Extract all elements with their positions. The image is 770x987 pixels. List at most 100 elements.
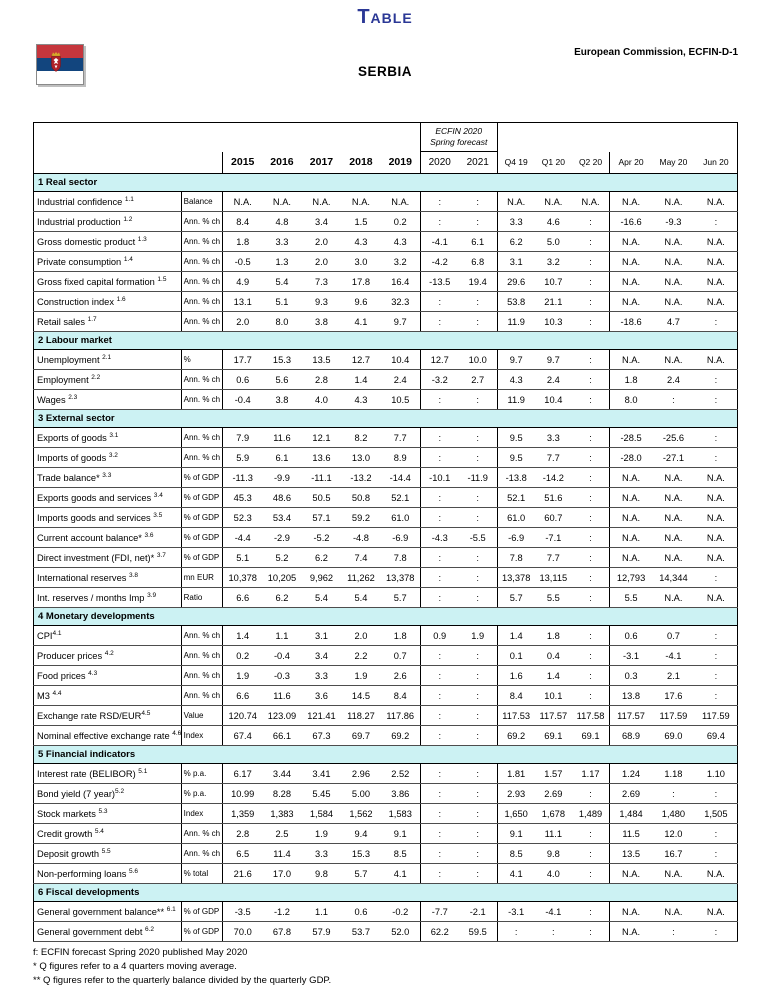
value-cell: 9.7 bbox=[496, 349, 535, 370]
table-row: Exports goods and services 3.4% of GDP 45… bbox=[33, 487, 738, 508]
value-cell: : bbox=[694, 567, 738, 588]
row-label: Credit growth 5.4 bbox=[33, 823, 182, 844]
value-cell: 12.7 bbox=[419, 349, 459, 370]
value-cell: : bbox=[572, 427, 610, 448]
value-cell: 2.1 bbox=[652, 665, 695, 686]
value-cell: 10.1 bbox=[534, 685, 573, 706]
value-cell: -13.5 bbox=[419, 271, 459, 292]
value-cell: 0.2 bbox=[222, 645, 263, 666]
value-cell: -4.3 bbox=[419, 527, 459, 548]
value-cell: : bbox=[419, 587, 459, 608]
value-cell: : bbox=[694, 665, 738, 686]
value-cell: -0.4 bbox=[262, 645, 302, 666]
row-label: Current account balance* 3.6 bbox=[33, 527, 182, 548]
footnote-ref: 5.4 bbox=[94, 827, 104, 835]
value-cell: 45.3 bbox=[222, 487, 263, 508]
value-cell: 53.4 bbox=[262, 507, 302, 528]
value-cell: 8.4 bbox=[496, 685, 535, 706]
footnote-ref: 1.7 bbox=[87, 315, 97, 323]
value-cell: -4.1 bbox=[534, 901, 573, 922]
coat-of-arms-icon bbox=[51, 52, 61, 72]
row-unit: Ann. % ch bbox=[181, 291, 224, 312]
value-cell: : bbox=[458, 587, 498, 608]
value-cell: N.A. bbox=[652, 349, 695, 370]
value-cell: : bbox=[694, 389, 738, 410]
value-cell: 1,562 bbox=[341, 803, 381, 824]
table-row: Bond yield (7 year)5.2% p.a. 10.99 8.28 5.4… bbox=[33, 783, 738, 804]
value-cell: 19.4 bbox=[458, 271, 498, 292]
value-cell: : bbox=[458, 763, 498, 784]
value-cell: 13.5 bbox=[301, 349, 342, 370]
table-row: Imports goods and services 3.5% of GDP 52… bbox=[33, 507, 738, 528]
value-cell: N.A. bbox=[694, 527, 738, 548]
value-cell: 3.3 bbox=[301, 843, 342, 864]
value-cell: 13.5 bbox=[608, 843, 653, 864]
value-cell: 50.8 bbox=[341, 487, 381, 508]
col-forecast-year: 2020 bbox=[419, 151, 459, 174]
value-cell: : bbox=[458, 427, 498, 448]
value-cell: N.A. bbox=[608, 271, 653, 292]
value-cell: 11,262 bbox=[341, 567, 381, 588]
value-cell: : bbox=[458, 823, 498, 844]
value-cell: 5.7 bbox=[496, 587, 535, 608]
value-cell: : bbox=[572, 311, 610, 332]
value-cell: 1.10 bbox=[694, 763, 738, 784]
value-cell: : bbox=[419, 665, 459, 686]
value-cell: 2.0 bbox=[222, 311, 263, 332]
value-cell: -6.9 bbox=[496, 527, 535, 548]
row-label: Industrial production 1.2 bbox=[33, 211, 182, 232]
value-cell: -11.1 bbox=[301, 467, 342, 488]
value-cell: N.A. bbox=[694, 251, 738, 272]
value-cell: 11.1 bbox=[534, 823, 573, 844]
value-cell: 67.4 bbox=[222, 725, 263, 746]
value-cell: 9.8 bbox=[534, 843, 573, 864]
value-cell: 69.1 bbox=[572, 725, 610, 746]
row-label: Bond yield (7 year)5.2 bbox=[33, 783, 182, 804]
value-cell: -6.9 bbox=[380, 527, 421, 548]
col-year: 2016 bbox=[270, 156, 294, 169]
row-unit: Index bbox=[181, 725, 224, 746]
table-row: Int. reserves / months Imp 3.9 Ratio 6.6 6.… bbox=[33, 587, 738, 608]
value-cell: 59.2 bbox=[341, 507, 381, 528]
table-row: Exchange rate RSD/EUR4.5 Value 120.74 123.0… bbox=[33, 705, 738, 726]
value-cell: 8.28 bbox=[262, 783, 302, 804]
value-cell: 1.1 bbox=[262, 625, 302, 646]
value-cell: 1.17 bbox=[572, 763, 610, 784]
value-cell: 69.0 bbox=[652, 725, 695, 746]
row-unit: Ann. % ch bbox=[181, 685, 224, 706]
row-unit: Ann. % ch bbox=[181, 211, 224, 232]
value-cell: 9.1 bbox=[496, 823, 535, 844]
footnote-ref: 4.5 bbox=[141, 709, 151, 717]
value-cell: 1.8 bbox=[608, 369, 653, 390]
value-cell: -0.3 bbox=[262, 665, 302, 686]
value-cell: : bbox=[458, 645, 498, 666]
row-label: Stock markets 5.3 bbox=[33, 803, 182, 824]
value-cell: 16.7 bbox=[652, 843, 695, 864]
value-cell: N.A. bbox=[608, 921, 653, 942]
value-cell: 8.4 bbox=[222, 211, 263, 232]
serbia-flag-icon bbox=[36, 44, 84, 85]
document-header: TABLE European Commission, ECFIN-D-1 SER… bbox=[0, 0, 770, 114]
row-unit: % of GDP bbox=[181, 921, 224, 942]
value-cell: 10.4 bbox=[534, 389, 573, 410]
country-title: SERBIA bbox=[357, 64, 412, 79]
value-cell: : bbox=[572, 447, 610, 468]
value-cell: 69.2 bbox=[496, 725, 535, 746]
value-cell: -25.6 bbox=[652, 427, 695, 448]
value-cell: : bbox=[419, 487, 459, 508]
value-cell: N.A. bbox=[694, 291, 738, 312]
value-cell: -13.8 bbox=[496, 467, 535, 488]
value-cell: 10,378 bbox=[222, 567, 263, 588]
value-cell: 7.7 bbox=[380, 427, 421, 448]
value-cell: 13.8 bbox=[608, 685, 653, 706]
value-cell: 13.1 bbox=[222, 291, 263, 312]
value-cell: 13,378 bbox=[496, 567, 535, 588]
footnote-ref: 3.8 bbox=[128, 571, 139, 579]
value-cell: 1.5 bbox=[341, 211, 381, 232]
row-label: Imports goods and services 3.5 bbox=[33, 507, 182, 528]
value-cell: 13.0 bbox=[341, 447, 381, 468]
value-cell: 0.7 bbox=[380, 645, 421, 666]
value-cell: 4.9 bbox=[222, 271, 263, 292]
footnote-ref: 1.3 bbox=[137, 235, 147, 243]
value-cell: 4.8 bbox=[262, 211, 302, 232]
